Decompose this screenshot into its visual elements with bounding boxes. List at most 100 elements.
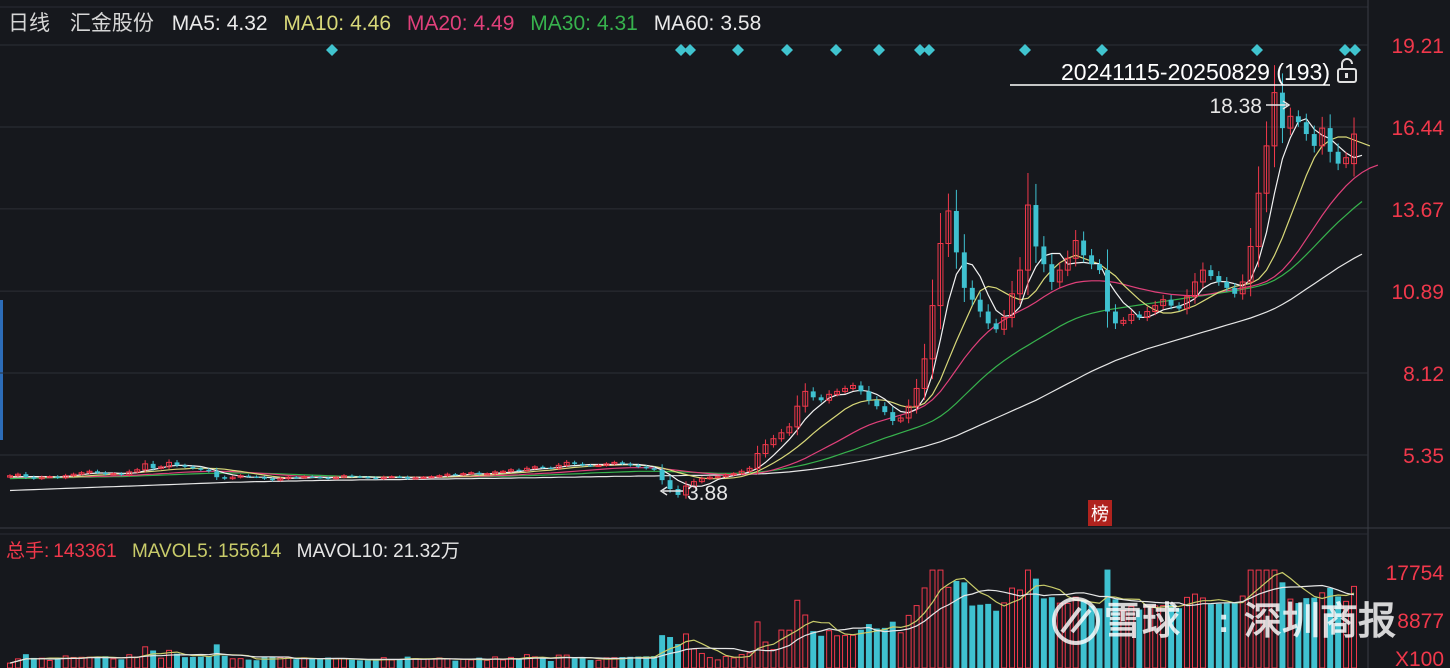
candle-down	[1232, 287, 1238, 294]
volume-bar	[587, 660, 594, 668]
price-tick-label: 10.89	[1391, 281, 1444, 304]
candle-up	[1001, 316, 1008, 330]
volume-bar	[428, 658, 435, 668]
volume-bar	[94, 656, 101, 668]
board-tag[interactable]: 榜	[1088, 500, 1112, 526]
event-marker-icon	[1251, 44, 1263, 56]
volume-bar	[619, 657, 626, 668]
ma30-line	[9, 201, 1363, 480]
event-marker-icon	[684, 44, 696, 56]
candle-down	[1033, 205, 1039, 247]
candle-down	[619, 462, 625, 464]
period-label: 日线	[8, 12, 50, 35]
candle-down	[1208, 270, 1214, 277]
volume-bar	[714, 659, 721, 668]
watermark: 雪球 : 深圳商报	[1052, 597, 1396, 645]
candle-down	[198, 468, 204, 470]
candle-down	[1224, 281, 1230, 288]
volume-bar	[110, 658, 117, 668]
volume-bar	[333, 658, 340, 668]
price-gridlines	[0, 44, 1368, 456]
volume-bar	[722, 655, 729, 668]
candle-down	[397, 476, 403, 478]
event-marker-icon	[781, 44, 793, 56]
candle-up	[460, 473, 467, 476]
candle-up	[420, 476, 427, 479]
volume-bar	[937, 569, 944, 668]
event-markers[interactable]	[326, 44, 1361, 56]
event-marker-icon	[326, 44, 338, 56]
volume-bar	[1048, 597, 1055, 668]
volume-bar	[706, 657, 713, 668]
volume-bar	[1327, 587, 1334, 668]
volume-bar	[221, 655, 228, 668]
volume-bar	[420, 658, 427, 668]
ma20-value: 4.49	[474, 12, 515, 35]
ma30-value: 4.31	[597, 12, 638, 35]
volume-bar	[627, 656, 634, 668]
ma20-label: MA20:	[407, 12, 468, 35]
volume-bar	[595, 659, 602, 668]
candle-down	[94, 471, 100, 473]
high-arrow-icon	[1266, 100, 1291, 110]
volume-bar	[452, 660, 459, 668]
volume-bar	[1104, 569, 1111, 668]
event-marker-icon	[923, 44, 935, 56]
candle-down	[190, 466, 196, 469]
price-axis: 19.21 16.44 13.67 10.89 8.12 5.35	[1391, 35, 1444, 468]
volume-bar	[1263, 569, 1270, 668]
volume-bar	[325, 657, 332, 668]
volume-bar	[802, 614, 809, 668]
volume-bar	[134, 656, 141, 668]
candle-up	[1184, 296, 1190, 310]
volume-bar	[237, 658, 244, 668]
candle-up	[38, 476, 45, 480]
volume-bar	[611, 657, 618, 668]
volume-bar	[1199, 597, 1206, 668]
watermark-separator: :	[1218, 602, 1229, 640]
volume-bar	[1215, 603, 1222, 668]
candle-down	[55, 476, 61, 478]
candle-down	[1303, 122, 1309, 135]
volume-bar	[515, 658, 522, 668]
volume-bar	[62, 655, 69, 668]
volume-bar	[213, 644, 220, 668]
mavol10-label: MAVOL10:	[297, 541, 389, 562]
candle-down	[953, 210, 959, 253]
event-marker-icon	[675, 44, 687, 56]
volume-bar	[348, 659, 355, 668]
candle-down	[1112, 311, 1118, 324]
candle-up	[905, 405, 912, 419]
candle-down	[1041, 246, 1047, 265]
candle-down	[1105, 270, 1110, 312]
volume-bar	[961, 582, 968, 668]
volume-bar	[690, 648, 697, 668]
volume-bar	[444, 658, 451, 668]
candle-down	[1097, 264, 1102, 271]
candle-down	[627, 463, 633, 466]
volume-bar	[857, 629, 864, 668]
candle-up	[78, 472, 85, 475]
candle-up	[722, 474, 729, 478]
ma5-label: MA5:	[172, 12, 221, 35]
volume-bar	[70, 656, 77, 668]
candle-down	[1311, 134, 1317, 146]
candle-down	[325, 477, 331, 479]
price-tick-label: 16.44	[1391, 117, 1444, 140]
candle-up	[1009, 293, 1016, 318]
candle-down	[1279, 92, 1285, 129]
candle-up	[842, 387, 849, 392]
candle-up	[1120, 319, 1127, 324]
ma60-value: 3.58	[720, 12, 761, 35]
lock-open-icon[interactable]	[1337, 58, 1357, 83]
candle-up	[1072, 240, 1079, 259]
price-tick-label: 13.67	[1391, 199, 1444, 222]
range-label[interactable]: 20241115-20250829 (193)	[1061, 59, 1330, 85]
candle-up	[508, 469, 514, 472]
volume-bar	[1231, 602, 1238, 668]
volume-bar	[30, 657, 37, 668]
candle-up	[1191, 281, 1198, 298]
volume-bar	[1207, 604, 1214, 668]
volume-bar	[14, 658, 21, 668]
